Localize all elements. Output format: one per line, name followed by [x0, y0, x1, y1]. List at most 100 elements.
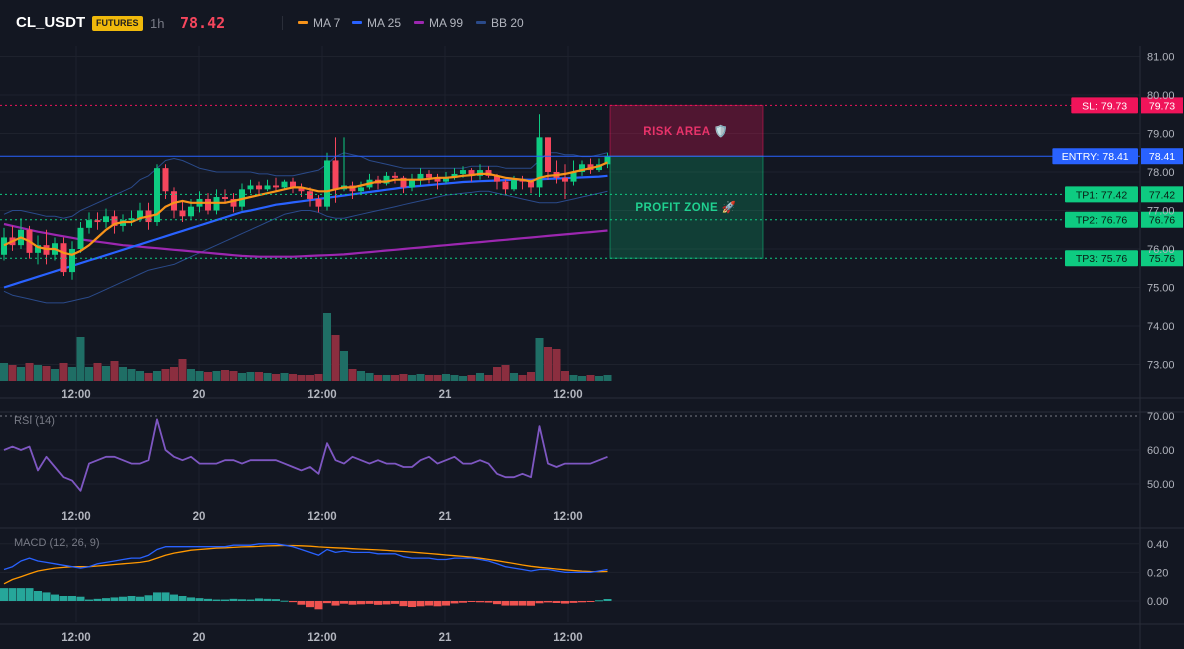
volume-bar: [459, 376, 467, 381]
volume-bar: [544, 347, 552, 381]
candle-body: [502, 181, 509, 190]
candle[interactable]: [536, 114, 543, 198]
candle[interactable]: [111, 210, 118, 234]
candle[interactable]: [417, 168, 424, 186]
candle-body: [528, 181, 534, 188]
macd-histogram-bar: [382, 601, 391, 605]
macd-histogram-bar: [535, 601, 544, 604]
macd-histogram-bar: [229, 598, 238, 601]
candle[interactable]: [154, 164, 160, 226]
candle-body: [451, 173, 458, 178]
candle[interactable]: [273, 177, 279, 192]
candle[interactable]: [256, 181, 262, 196]
candle[interactable]: [341, 137, 347, 192]
legend-bb20[interactable]: BB 20: [476, 16, 524, 30]
volume-bar: [595, 376, 603, 381]
candle[interactable]: [579, 160, 585, 176]
symbol-title[interactable]: CL_USDT: [16, 14, 86, 31]
macd-histogram-bar: [425, 601, 433, 606]
macd-histogram-bar: [476, 601, 484, 603]
candle[interactable]: [426, 170, 432, 184]
macd-histogram-bar: [221, 599, 229, 601]
candle[interactable]: [392, 172, 398, 184]
volume-bar: [59, 363, 68, 381]
volume-bar: [348, 369, 357, 381]
time-axis-tick: 12:00: [61, 632, 90, 644]
candle-body: [205, 198, 211, 211]
volume-bar: [110, 361, 119, 381]
candle[interactable]: [247, 179, 254, 194]
candle[interactable]: [35, 235, 41, 265]
macd-histogram-bar: [51, 594, 59, 601]
legend-ma7[interactable]: MA 7: [298, 16, 340, 30]
legend-label: MA 99: [429, 16, 464, 30]
candle[interactable]: [502, 179, 509, 196]
volume-bar: [85, 367, 93, 381]
macd-histogram-bar: [603, 598, 612, 601]
candle[interactable]: [77, 222, 84, 253]
candle[interactable]: [307, 187, 313, 207]
candle[interactable]: [103, 208, 109, 228]
candle[interactable]: [519, 175, 526, 190]
candle[interactable]: [222, 189, 228, 203]
candle[interactable]: [604, 152, 611, 169]
candle[interactable]: [86, 212, 92, 234]
candle[interactable]: [264, 179, 271, 192]
candle[interactable]: [290, 177, 296, 194]
rsi-axis-tick: 70.00: [1147, 411, 1175, 423]
candle[interactable]: [400, 175, 407, 194]
candle-body: [290, 181, 296, 188]
candle[interactable]: [409, 173, 415, 192]
volume-bar: [280, 373, 289, 381]
candle[interactable]: [239, 183, 245, 211]
candle[interactable]: [545, 137, 551, 180]
candle[interactable]: [60, 237, 67, 276]
candle-body: [562, 177, 568, 182]
candle[interactable]: [349, 181, 356, 199]
candle[interactable]: [485, 166, 492, 178]
candle-body: [409, 179, 415, 188]
candle[interactable]: [94, 212, 101, 230]
candle[interactable]: [128, 210, 135, 226]
candle[interactable]: [162, 164, 169, 199]
candle-body: [137, 210, 143, 219]
candle[interactable]: [281, 179, 288, 190]
candle[interactable]: [366, 173, 373, 190]
candle[interactable]: [179, 200, 186, 223]
candle[interactable]: [230, 193, 237, 213]
tp3-price-tag: [1141, 250, 1183, 267]
ma99-line: [3, 222, 608, 258]
candle-body: [281, 181, 288, 188]
candle[interactable]: [358, 181, 364, 196]
candle[interactable]: [553, 160, 560, 184]
sl-price-text: 79.73: [1149, 100, 1175, 112]
candle[interactable]: [434, 173, 441, 190]
macd-histogram-bar: [595, 600, 603, 602]
volume-bar: [246, 372, 255, 381]
volume-bar: [518, 375, 527, 381]
candle[interactable]: [69, 241, 75, 280]
macd-histogram-bar: [484, 601, 493, 603]
tp3-price-text: 75.76: [1149, 253, 1175, 265]
candle[interactable]: [332, 137, 339, 203]
macd-histogram-bar: [544, 601, 552, 603]
candle[interactable]: [315, 195, 322, 213]
candle[interactable]: [562, 164, 568, 199]
timeframe-selector[interactable]: 1h: [150, 16, 165, 31]
candle[interactable]: [9, 225, 16, 251]
candle[interactable]: [43, 229, 50, 265]
candle[interactable]: [18, 218, 24, 249]
candle-body: [298, 187, 305, 192]
price-axis-tick: 73.00: [1147, 360, 1175, 372]
volume-bar: [569, 375, 578, 381]
legend-ma25[interactable]: MA 25: [352, 16, 401, 30]
candle[interactable]: [324, 152, 330, 211]
volume-bar: [493, 367, 501, 381]
candle[interactable]: [298, 183, 305, 198]
candle[interactable]: [383, 172, 390, 186]
macd-histogram-bar: [204, 598, 212, 601]
volume-bar: [144, 373, 153, 381]
legend-ma99[interactable]: MA 99: [414, 16, 463, 30]
candle-body: [604, 155, 611, 165]
